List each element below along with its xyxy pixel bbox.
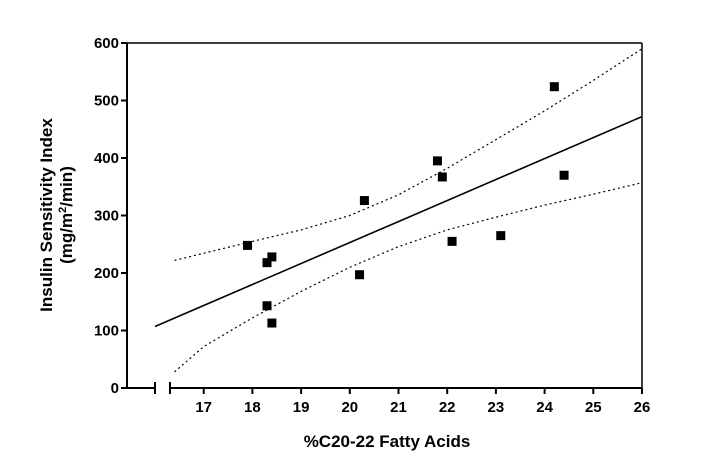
y-axis-title-line2: (mg/m2/min) xyxy=(57,166,76,264)
y-tick-label-300: 300 xyxy=(94,208,119,225)
x-tick-label-25: 25 xyxy=(585,399,602,416)
y-tick-label-400: 400 xyxy=(94,150,119,167)
data-point-8 xyxy=(432,156,442,166)
confidence-bands xyxy=(174,48,643,373)
regression-line-group xyxy=(154,115,643,328)
data-point-13 xyxy=(559,170,569,180)
data-point-7 xyxy=(359,196,369,206)
data-point-2 xyxy=(262,258,272,268)
data-point-5 xyxy=(267,318,277,328)
x-tick-label-23: 23 xyxy=(488,399,505,416)
data-point-1 xyxy=(243,240,253,250)
data-point-4 xyxy=(262,301,272,311)
y-axis-title-unit-a: (mg/m xyxy=(57,213,76,264)
confidence-band-upper xyxy=(174,48,643,261)
x-tick-label-21: 21 xyxy=(390,399,407,416)
x-tick-label-26: 26 xyxy=(634,399,651,416)
y-tick-label-500: 500 xyxy=(94,93,119,110)
regression-line xyxy=(154,115,643,328)
x-tick-label-20: 20 xyxy=(341,399,358,416)
data-point-6 xyxy=(355,270,365,280)
x-tick-label-18: 18 xyxy=(244,399,261,416)
y-tick-label-600: 600 xyxy=(94,35,119,52)
data-point-10 xyxy=(447,236,457,246)
y-axis-title-unit-sup: 2 xyxy=(57,207,69,213)
y-tick-label-0: 0 xyxy=(111,380,119,397)
y-axis: 0 100 200 300 400 500 600 xyxy=(94,35,128,397)
y-axis-title-line1: Insulin Sensitivity Index xyxy=(37,118,56,312)
x-tick-label-22: 22 xyxy=(439,399,456,416)
data-point-11 xyxy=(496,231,506,241)
x-axis-title: %C20-22 Fatty Acids xyxy=(304,432,471,451)
plot-frame xyxy=(127,42,643,388)
data-point-12 xyxy=(549,82,559,92)
data-points xyxy=(243,82,569,328)
data-point-9 xyxy=(437,172,447,182)
y-tick-label-100: 100 xyxy=(94,323,119,340)
data-point-3 xyxy=(267,252,277,262)
y-axis-title-unit-b: /min) xyxy=(57,166,76,207)
x-axis: 17 18 19 20 21 22 23 24 25 26 xyxy=(127,382,650,416)
x-tick-label-24: 24 xyxy=(536,399,553,416)
x-tick-label-17: 17 xyxy=(195,399,212,416)
confidence-band-lower xyxy=(174,182,643,373)
y-tick-label-200: 200 xyxy=(94,265,119,282)
x-tick-label-19: 19 xyxy=(293,399,310,416)
